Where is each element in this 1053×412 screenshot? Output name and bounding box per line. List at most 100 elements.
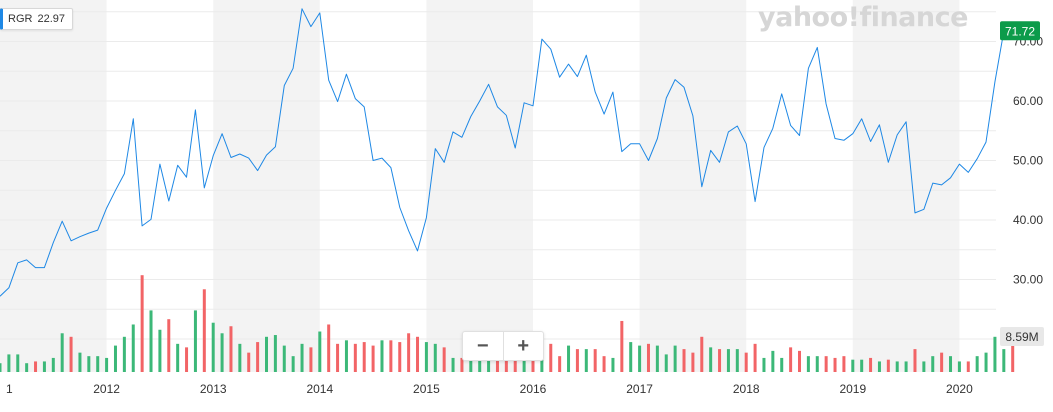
volume-bar bbox=[851, 359, 855, 372]
y-tick-label: 30.00 bbox=[1013, 273, 1043, 287]
volume-bar bbox=[202, 289, 206, 372]
volume-bar bbox=[744, 352, 748, 372]
volume-bar bbox=[984, 352, 988, 372]
x-tick-label: 2015 bbox=[413, 382, 440, 396]
volume-bar bbox=[931, 356, 935, 372]
x-axis: 1 2012 2013 2014 2015 2016 2017 2018 2019 2020 bbox=[6, 382, 973, 396]
x-tick-label: 2016 bbox=[520, 382, 547, 396]
volume-bar bbox=[211, 322, 215, 372]
volume-bar bbox=[664, 354, 668, 372]
volume-bar bbox=[229, 326, 233, 372]
volume-bar bbox=[176, 343, 180, 372]
x-tick-label: 2019 bbox=[839, 382, 866, 396]
volume-bar bbox=[691, 352, 695, 372]
volume-bar bbox=[451, 357, 455, 372]
volume-bar bbox=[567, 345, 571, 372]
x-tick-label: 2014 bbox=[306, 382, 333, 396]
volume-bar bbox=[815, 356, 819, 372]
volume-bar bbox=[949, 356, 953, 372]
volume-bar bbox=[424, 342, 428, 372]
volume-bar bbox=[886, 359, 890, 372]
volume-bar bbox=[158, 329, 162, 372]
last-volume-badge bbox=[1000, 327, 1044, 346]
volume-bar bbox=[149, 310, 153, 372]
volume-bar bbox=[238, 343, 242, 372]
zoom-control: − + bbox=[462, 331, 544, 361]
volume-bar bbox=[131, 324, 135, 372]
volume-bar bbox=[798, 350, 801, 372]
volume-bar bbox=[256, 342, 260, 372]
x-tick-label: 2018 bbox=[733, 382, 760, 396]
volume-bar bbox=[895, 361, 899, 372]
volume-bar bbox=[1011, 338, 1015, 372]
volume-bar bbox=[460, 357, 464, 372]
volume-bar bbox=[1002, 349, 1006, 372]
volume-bar bbox=[975, 356, 979, 372]
volume-bar bbox=[442, 347, 446, 372]
volume-bar bbox=[42, 361, 46, 372]
volume-bar bbox=[69, 336, 73, 372]
volume-bar bbox=[16, 354, 20, 372]
volume-bar bbox=[25, 363, 29, 372]
volume-bar bbox=[673, 345, 677, 372]
volume-bar bbox=[638, 345, 642, 372]
ticker-value: 22.97 bbox=[37, 13, 65, 25]
x-tick-label: 1 bbox=[6, 382, 13, 396]
volume-bar bbox=[0, 363, 2, 372]
volume-bar bbox=[318, 331, 322, 372]
volume-bar bbox=[655, 345, 659, 372]
volume-bar bbox=[575, 349, 579, 372]
volume-bar bbox=[913, 349, 917, 372]
volume-bar bbox=[336, 343, 340, 372]
y-tick-label: 60.00 bbox=[1013, 94, 1043, 108]
volume-bar bbox=[762, 357, 766, 372]
volume-bar bbox=[833, 357, 837, 372]
ticker-symbol: RGR bbox=[8, 13, 33, 25]
volume-bar bbox=[620, 320, 624, 372]
zoom-in-button[interactable]: + bbox=[502, 332, 544, 360]
volume-bar bbox=[113, 345, 117, 372]
volume-bar bbox=[353, 343, 357, 372]
volume-bar bbox=[78, 352, 82, 372]
last-price-label: 71.72 bbox=[1005, 24, 1035, 38]
volume-bar bbox=[940, 352, 944, 372]
x-tick-label: 2020 bbox=[946, 382, 973, 396]
volume-bar bbox=[957, 361, 961, 372]
volume-bar bbox=[753, 343, 757, 372]
volume-bar bbox=[247, 352, 251, 372]
volume-bar bbox=[789, 347, 793, 372]
ticker-badge[interactable]: RGR 22.97 bbox=[0, 8, 73, 30]
volume-bar bbox=[389, 340, 393, 372]
volume-bar bbox=[265, 336, 268, 372]
volume-bar bbox=[273, 335, 277, 372]
volume-bar bbox=[398, 342, 402, 372]
volume-bar bbox=[780, 357, 784, 372]
volume-bar bbox=[96, 356, 100, 372]
volume-bar bbox=[327, 324, 331, 372]
volume-bar bbox=[877, 361, 881, 372]
volume-bar bbox=[682, 349, 686, 372]
x-tick-label: 2013 bbox=[200, 382, 227, 396]
volume-bar bbox=[193, 310, 197, 372]
volume-bar bbox=[407, 333, 411, 372]
volume-bar bbox=[416, 336, 420, 372]
volume-bar bbox=[869, 357, 873, 372]
volume-bar bbox=[806, 356, 810, 372]
volume-bar bbox=[611, 357, 615, 372]
volume-bar bbox=[433, 343, 437, 372]
volume-bar bbox=[478, 357, 482, 372]
volume-bar bbox=[495, 350, 499, 372]
volume-bar bbox=[629, 342, 633, 372]
volume-bar bbox=[344, 340, 348, 372]
volume-bar bbox=[309, 347, 313, 372]
volume-bar bbox=[380, 340, 384, 372]
volume-bar bbox=[469, 350, 473, 372]
volume-bar bbox=[735, 349, 739, 372]
volume-bar bbox=[7, 354, 11, 372]
volume-bar bbox=[87, 356, 91, 372]
volume-bar bbox=[593, 349, 597, 372]
zoom-out-button[interactable]: − bbox=[476, 334, 489, 357]
volume-bar bbox=[140, 275, 144, 372]
